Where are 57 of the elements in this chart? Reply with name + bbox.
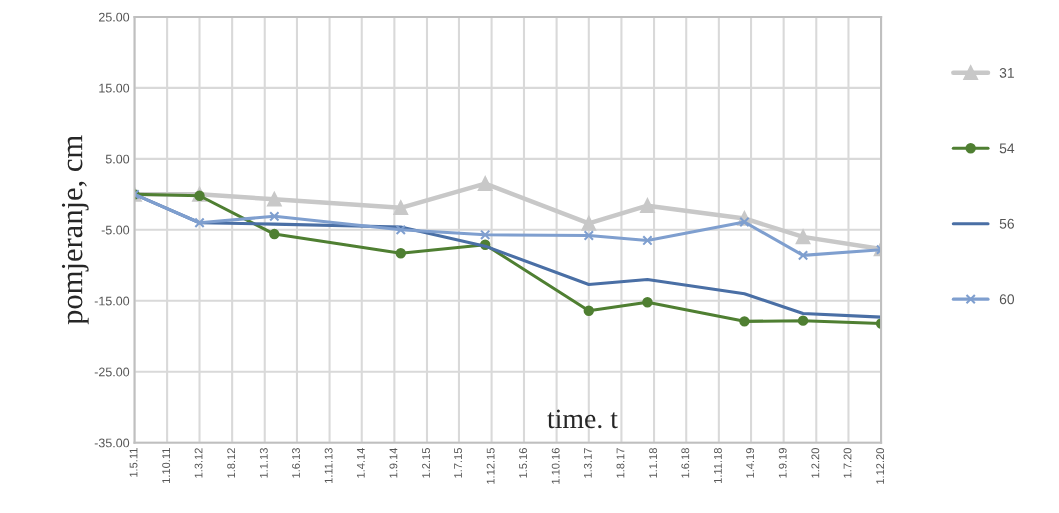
point bbox=[395, 224, 406, 236]
point bbox=[642, 297, 653, 308]
x-tick-label: 1.11.18 bbox=[713, 448, 722, 483]
x-tick-label: 1.10.11 bbox=[162, 448, 171, 483]
x-tick-label: 1.6.13 bbox=[292, 448, 300, 478]
legend-label: 56 bbox=[999, 218, 1014, 229]
point bbox=[267, 192, 282, 207]
x-tick-label: 1.1.18 bbox=[649, 448, 658, 478]
legend-label: 54 bbox=[999, 143, 1015, 154]
x-tick-label: 1.9.14 bbox=[389, 447, 398, 478]
x-tick-label: 1.1.13 bbox=[259, 448, 268, 478]
x-tick-label: 1.4.14 bbox=[356, 447, 365, 478]
point bbox=[395, 248, 406, 259]
x-axis-title: time. t bbox=[547, 409, 618, 429]
x-tick-label: 1.12.20 bbox=[876, 448, 885, 484]
x-tick-label: 1.5.16 bbox=[519, 448, 527, 478]
point bbox=[797, 315, 809, 326]
point bbox=[797, 250, 809, 261]
y-tick-label: 25.00 bbox=[98, 12, 130, 22]
x-tick-label: 1.9.19 bbox=[778, 448, 787, 478]
point bbox=[269, 228, 280, 240]
point bbox=[795, 229, 811, 245]
point bbox=[581, 216, 597, 231]
x-tick-label: 1.3.17 bbox=[583, 448, 592, 478]
x-tick-label: 1.6.18 bbox=[681, 448, 690, 478]
x-tick-label: 1.8.12 bbox=[227, 448, 236, 478]
x-tick-label: 1.4.19 bbox=[746, 448, 755, 478]
legend-label: 31 bbox=[999, 67, 1014, 78]
point bbox=[583, 230, 595, 241]
x-tick-label: 1.7.15 bbox=[454, 448, 462, 478]
x-tick-label: 1.7.20 bbox=[843, 448, 852, 478]
x-tick-label: 1.3.12 bbox=[194, 448, 203, 478]
point bbox=[393, 200, 409, 216]
y-tick-label: -15.00 bbox=[94, 296, 130, 306]
point bbox=[269, 211, 280, 222]
point bbox=[194, 217, 205, 228]
point bbox=[640, 198, 655, 213]
x-tick-label: 1.10.16 bbox=[551, 448, 560, 484]
y-tick-label: -35.00 bbox=[94, 438, 130, 448]
point bbox=[479, 229, 491, 240]
x-tick-label: 1.2.20 bbox=[811, 448, 820, 478]
x-tick-label: 1.2.15 bbox=[422, 448, 430, 478]
y-tick-label: 5.00 bbox=[105, 154, 130, 164]
x-tick-label: 1.11.13 bbox=[324, 448, 333, 483]
point bbox=[583, 305, 595, 316]
y-tick-label: -25.00 bbox=[94, 367, 130, 377]
legend-label: 60 bbox=[999, 294, 1015, 305]
point bbox=[642, 235, 653, 246]
point bbox=[739, 316, 750, 327]
y-tick-label: -5.00 bbox=[101, 225, 130, 235]
x-tick-label: 1.5.11 bbox=[129, 448, 138, 477]
x-tick-label: 1.8.17 bbox=[616, 448, 625, 478]
y-tick-label: 15.00 bbox=[99, 83, 130, 93]
y-axis-title: pomjeranje, cm bbox=[61, 135, 89, 325]
x-tick-label: 1.12.15 bbox=[486, 448, 495, 484]
point bbox=[477, 176, 493, 191]
point bbox=[739, 216, 750, 228]
